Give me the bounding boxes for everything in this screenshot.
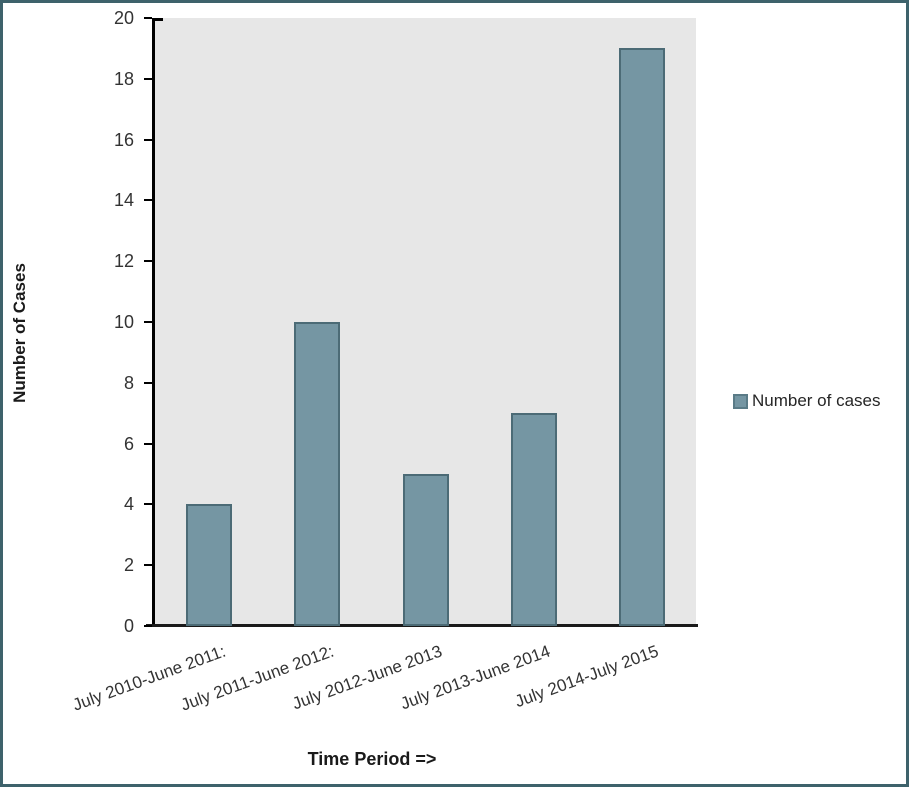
y-tick-mark xyxy=(144,442,152,445)
y-axis-line xyxy=(152,18,155,626)
y-tick-mark xyxy=(144,625,152,627)
y-tick-mark xyxy=(144,503,152,506)
y-tick-label: 4 xyxy=(123,494,134,515)
y-tick-mark xyxy=(144,77,152,80)
y-tick-label: 20 xyxy=(113,8,134,28)
y-tick-mark xyxy=(144,564,152,567)
y-tick-mark xyxy=(144,17,152,19)
y-tick-label: 2 xyxy=(123,555,134,576)
y-tick-mark xyxy=(144,199,152,202)
y-tick-label: 16 xyxy=(113,129,134,150)
y-axis-top-tick xyxy=(152,18,163,21)
bar xyxy=(510,413,557,626)
legend: Number of cases xyxy=(733,391,881,411)
y-axis-title: Number of Cases xyxy=(10,263,29,403)
y-tick-mark xyxy=(144,321,152,323)
y-tick-label: 18 xyxy=(113,68,134,89)
y-tick-label: 10 xyxy=(113,312,134,332)
y-tick-mark xyxy=(144,381,152,384)
y-tick-label: 12 xyxy=(113,251,134,272)
legend-swatch-icon xyxy=(733,393,748,409)
y-tick-label: 0 xyxy=(123,616,134,636)
bar xyxy=(402,474,449,626)
y-tick-label: 8 xyxy=(123,372,134,393)
legend-label: Number of cases xyxy=(752,391,881,410)
y-tick-mark xyxy=(144,260,152,263)
bar xyxy=(186,504,233,626)
bar xyxy=(618,48,665,626)
x-axis-title: Time Period => xyxy=(307,749,437,769)
y-tick-label: 14 xyxy=(113,190,134,211)
y-tick-mark xyxy=(144,138,152,141)
bar xyxy=(294,322,341,626)
y-tick-label: 6 xyxy=(123,433,134,454)
